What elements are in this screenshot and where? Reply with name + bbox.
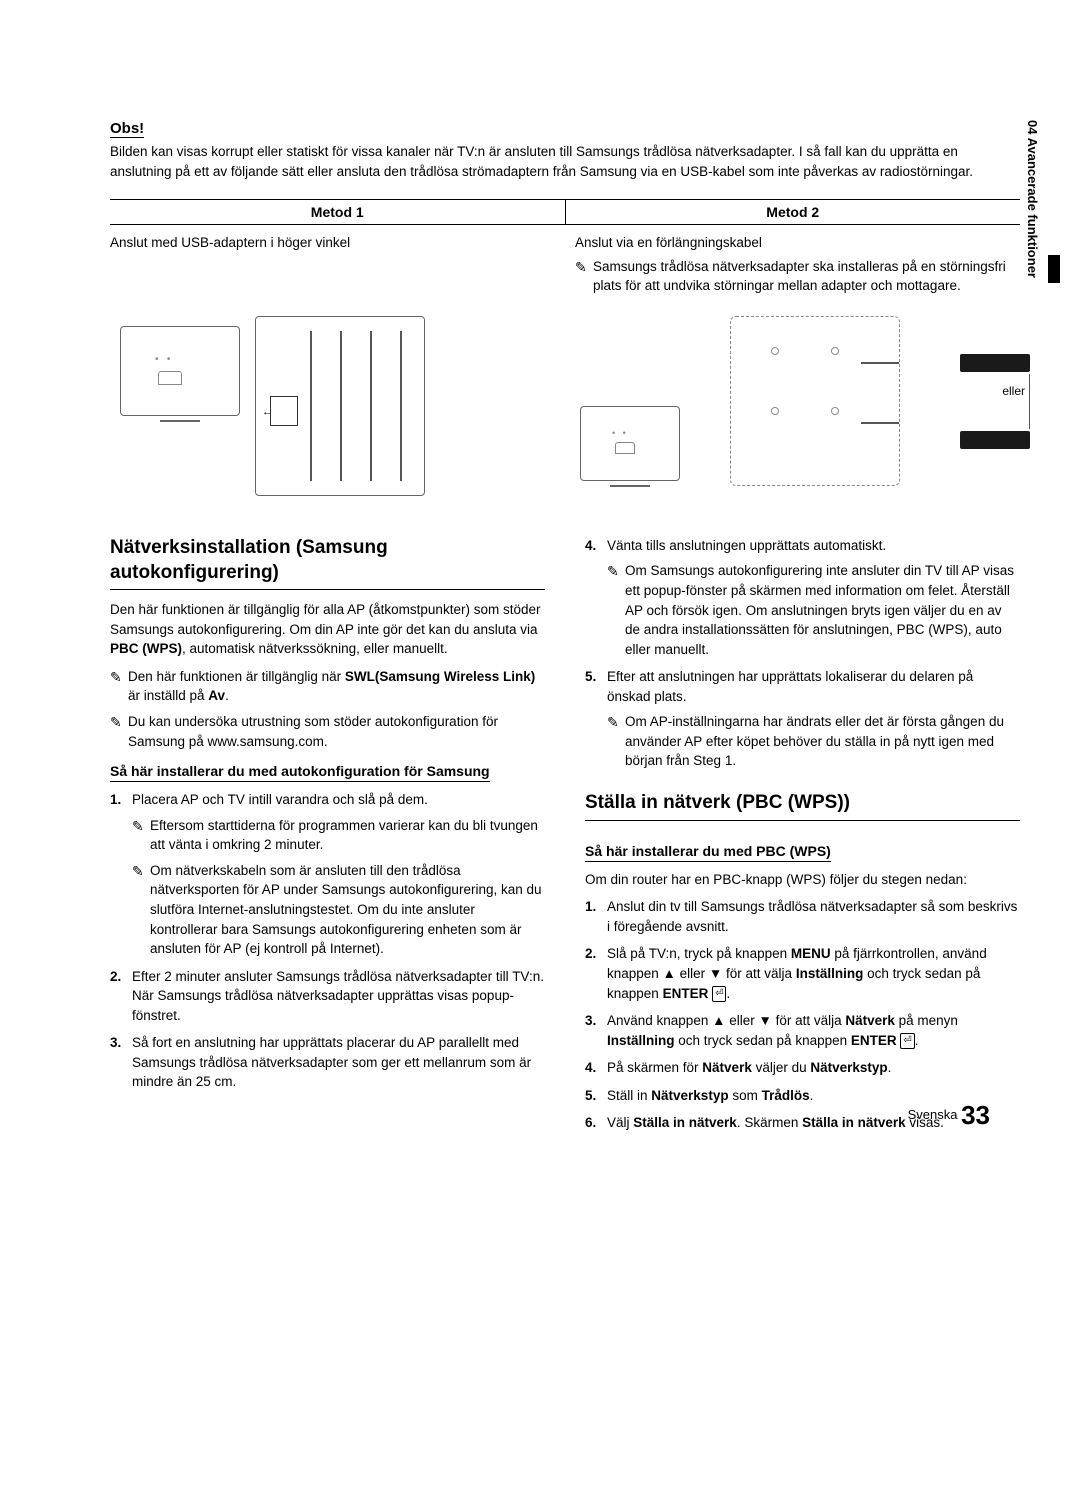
autoconfig-steps: Placera AP och TV intill varandra och sl… bbox=[110, 790, 545, 1092]
step-3: Så fort en anslutning har upprättats pla… bbox=[110, 1033, 545, 1092]
step-4: Vänta tills anslutningen upprättats auto… bbox=[585, 536, 1020, 659]
side-tab-marker bbox=[1048, 255, 1060, 283]
autoconfig-note-2: ✎ Du kan undersöka utrustning som stöder… bbox=[110, 712, 545, 751]
hand-icon: ✎ bbox=[110, 712, 128, 751]
left-column: Nätverksinstallation (Samsung autokonfig… bbox=[110, 536, 545, 1141]
step-2: Efter 2 minuter ansluter Samsungs trådlö… bbox=[110, 967, 545, 1026]
step-5: Efter att anslutningen har upprättats lo… bbox=[585, 667, 1020, 771]
method-1-header: Metod 1 bbox=[110, 200, 566, 224]
hand-icon: ✎ bbox=[607, 561, 625, 659]
enter-icon: ⏎ bbox=[712, 986, 726, 1003]
pbc-steps: Anslut din tv till Samsungs trådlösa nät… bbox=[585, 897, 1020, 1133]
page-footer: Svenska 33 bbox=[908, 1100, 990, 1131]
hand-icon: ✎ bbox=[110, 667, 128, 706]
method-header-row: Metod 1 Metod 2 bbox=[110, 199, 1020, 225]
obs-section: Obs! Bilden kan visas korrupt eller stat… bbox=[110, 120, 1020, 181]
pbc-step-3: Använd knappen ▲ eller ▼ för att välja N… bbox=[585, 1011, 1020, 1050]
autoconfig-intro: Den här funktionen är tillgänglig för al… bbox=[110, 600, 545, 659]
pbc-step-2: Slå på TV:n, tryck på knappen MENU på fj… bbox=[585, 944, 1020, 1003]
method-2-note: Samsungs trådlösa nätverksadapter ska in… bbox=[593, 257, 1020, 296]
diagram-method-1: • • ← bbox=[110, 316, 550, 506]
hand-icon: ✎ bbox=[132, 816, 150, 855]
side-tab: 04 Avancerade funktioner bbox=[1025, 120, 1040, 278]
hand-icon: ✎ bbox=[607, 712, 625, 771]
pbc-subheading: Så här installerar du med PBC (WPS) bbox=[585, 843, 831, 862]
enter-icon: ⏎ bbox=[900, 1033, 914, 1050]
footer-lang: Svenska bbox=[908, 1107, 958, 1122]
hand-icon: ✎ bbox=[575, 257, 593, 296]
pbc-intro: Om din router har en PBC-knapp (WPS) föl… bbox=[585, 870, 1020, 890]
autoconfig-note-1: ✎ Den här funktionen är tillgänglig när … bbox=[110, 667, 545, 706]
autoconfig-steps-cont: Vänta tills anslutningen upprättats auto… bbox=[585, 536, 1020, 771]
method-2-header: Metod 2 bbox=[566, 200, 1021, 224]
eller-label: eller bbox=[1002, 384, 1025, 398]
autoconfig-subheading: Så här installerar du med autokonfigurat… bbox=[110, 763, 490, 782]
hand-icon: ✎ bbox=[132, 861, 150, 959]
section-title-pbc: Ställa in nätverk (PBC (WPS)) bbox=[585, 791, 1020, 821]
method-2-desc: Anslut via en förlängningskabel ✎ Samsun… bbox=[575, 233, 1020, 296]
method-desc-row: Anslut med USB-adaptern i höger vinkel A… bbox=[110, 233, 1020, 296]
method-2-desc-text: Anslut via en förlängningskabel bbox=[575, 235, 762, 250]
diagrams-row: • • ← • • bbox=[110, 316, 1020, 506]
obs-title: Obs! bbox=[110, 120, 144, 138]
method-1-desc: Anslut med USB-adaptern i höger vinkel bbox=[110, 233, 555, 296]
obs-text: Bilden kan visas korrupt eller statiskt … bbox=[110, 142, 1020, 181]
diagram-method-2: • • eller bbox=[580, 316, 1020, 506]
right-column: Vänta tills anslutningen upprättats auto… bbox=[585, 536, 1020, 1141]
pbc-step-4: På skärmen för Nätverk väljer du Nätverk… bbox=[585, 1058, 1020, 1078]
step-1: Placera AP och TV intill varandra och sl… bbox=[110, 790, 545, 959]
section-title-autoconfig: Nätverksinstallation (Samsung autokonfig… bbox=[110, 536, 545, 590]
pbc-step-1: Anslut din tv till Samsungs trådlösa nät… bbox=[585, 897, 1020, 936]
page-number: 33 bbox=[961, 1100, 990, 1130]
